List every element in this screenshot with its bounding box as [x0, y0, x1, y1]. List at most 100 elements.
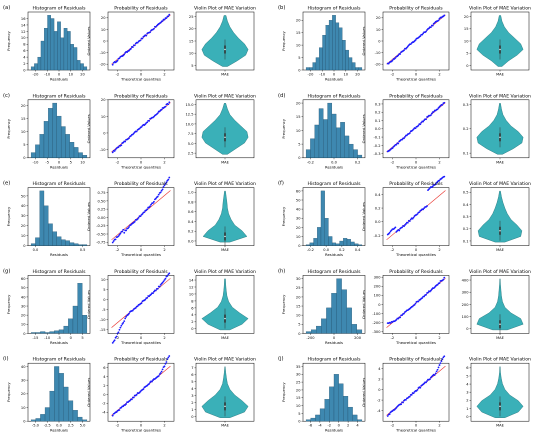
qq-subplot: -2 0 2 -0.75 -0.50 -0.25 0.00 0.25 0.50 0.75 Proba… [86, 176, 175, 257]
qq-point [156, 287, 159, 290]
violin-subplot: 5 10 15 20 25 MAE Violin Plot of MAE Variation [189, 6, 256, 77]
axes-frame [382, 187, 450, 246]
qq-point [114, 148, 117, 151]
histogram-bar [341, 289, 347, 334]
y-tick-label: 0 [23, 420, 26, 424]
y-tick-label: 12 [21, 30, 26, 34]
qq-point [111, 241, 114, 244]
y-tick-label: 0.0 [188, 239, 194, 243]
y-tick-label: 10 [296, 235, 301, 239]
x-axis-label: Residuals [50, 428, 68, 433]
y-axis-label: Frequency [281, 30, 286, 50]
panel-label: (j) [278, 356, 284, 362]
y-tick-label: 60 [21, 277, 26, 281]
qq-point [113, 150, 116, 152]
y-axis-label: Frequency [281, 382, 286, 402]
histogram-bar [70, 44, 74, 71]
subplot-title: Violin Plot of MAE Variation [469, 6, 531, 12]
qq-point [111, 341, 114, 344]
qq-point [121, 323, 124, 325]
y-tick-label: 20 [296, 101, 301, 105]
qq-point [134, 307, 137, 309]
qq-point [422, 208, 425, 211]
y-tick-label: 30 [296, 373, 301, 377]
qq-point [395, 143, 398, 146]
violin-median [224, 405, 226, 408]
qq-point [151, 380, 153, 383]
qq-point [421, 297, 424, 299]
qq-point [438, 282, 441, 284]
qq-point [404, 136, 406, 138]
x-axis-label: Theoretical quantiles [120, 340, 161, 345]
qq-point [161, 188, 164, 191]
y-tick-label: 0 [298, 244, 301, 248]
y-tick-label: 20 [21, 224, 26, 228]
violin-median [224, 136, 226, 139]
qq-point [387, 62, 390, 65]
qq-point [167, 178, 170, 181]
qq-point [149, 31, 152, 34]
histogram-bar [39, 134, 45, 158]
x-tick-label: -2 [391, 336, 395, 340]
histogram-bar [338, 27, 343, 71]
histogram-bar [343, 396, 349, 422]
qq-point [394, 57, 397, 59]
histogram-bar [327, 102, 333, 158]
qq-point [164, 362, 167, 365]
y-tick-label: 8 [23, 43, 26, 47]
qq-point [164, 182, 167, 185]
x-tick-label: 2 [438, 160, 440, 164]
x-tick-label: 0 [140, 160, 143, 164]
histogram-bar [335, 22, 340, 71]
qq-point [131, 309, 134, 312]
histogram-bar [319, 47, 323, 71]
qq-point [426, 380, 428, 382]
y-tick-label: -0.2 [373, 144, 380, 148]
histogram-bar [54, 366, 60, 422]
violin-median [224, 48, 226, 51]
violin-subplot: 2.5 5.0 7.5 10.0 12.5 15.0 MAE Violin Plot of M… [185, 93, 256, 164]
y-tick-label: 0.3 [375, 102, 381, 106]
qq-point [111, 63, 114, 66]
qq-point [118, 57, 121, 60]
subplot-title: Violin Plot of MAE Variation [469, 269, 531, 275]
y-axis-label: Ordered Values [361, 202, 366, 231]
histogram-bar [328, 236, 333, 246]
qq-point [425, 293, 427, 296]
violin-median [499, 230, 501, 232]
y-tick-label: 10 [21, 36, 26, 40]
qq-point [120, 324, 123, 327]
qq-point [401, 226, 403, 229]
qq-point [167, 15, 170, 18]
histogram-bar [53, 31, 58, 71]
qq-point [430, 288, 433, 291]
x-tick-label: MAE [221, 73, 230, 77]
qq-point [125, 229, 128, 232]
histogram-subplot: 0 10 20 30 40 50 60 -15 -10 -5 0 5 Histogram of Resi… [6, 269, 91, 345]
y-tick-label: 6 [191, 306, 194, 310]
x-axis-label: Residuals [50, 77, 68, 82]
y-axis-label: Frequency [281, 206, 286, 226]
y-tick-label: -300 [372, 330, 381, 334]
x-tick-label: 0 [140, 73, 143, 77]
subplot-title: Probability of Residuals [114, 6, 168, 12]
y-tick-label: 30 [21, 214, 26, 218]
x-tick-label: -10 [319, 73, 326, 77]
subplot-title: Histogram of Residuals [33, 269, 87, 275]
x-tick-label: MAE [221, 160, 230, 164]
x-tick-label: -5 [57, 336, 61, 340]
qq-point [420, 121, 423, 124]
histogram-bar [342, 40, 346, 71]
y-tick-label: 0 [103, 298, 106, 302]
histogram-bar [40, 414, 46, 422]
qq-point [399, 53, 402, 55]
qq-point [128, 226, 130, 228]
qq-point [439, 362, 442, 365]
histogram-bar [350, 241, 355, 246]
y-tick-label: 30 [296, 277, 301, 281]
histogram-bar [348, 57, 353, 71]
